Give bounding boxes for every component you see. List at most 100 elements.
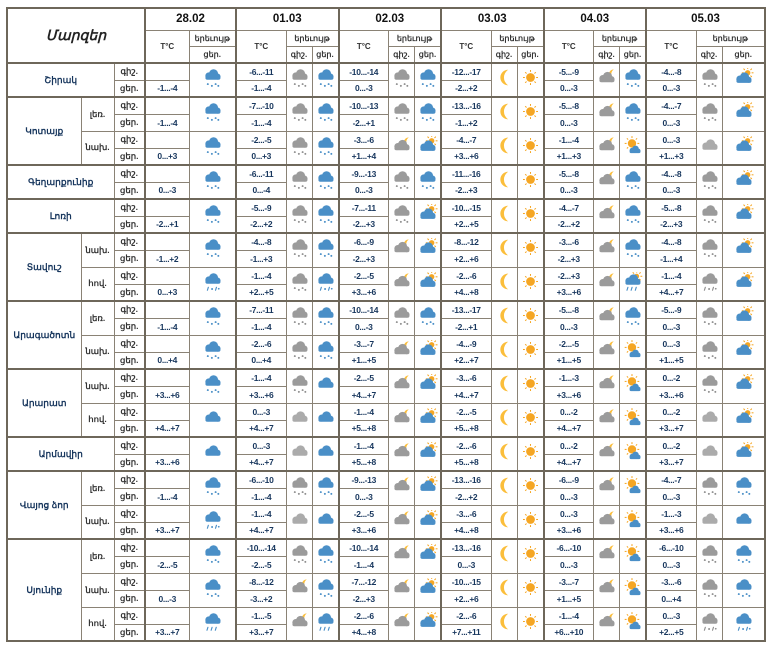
weather-day-cell <box>311 198 339 234</box>
cloud-moon-icon <box>390 340 414 359</box>
sleet-blue-icon <box>200 510 225 529</box>
cloud-sun-icon <box>415 543 440 563</box>
moon-icon <box>492 136 516 155</box>
weather-day-cell <box>188 164 237 200</box>
snow-blue-icon <box>731 578 756 597</box>
cloud-moon-icon <box>595 510 619 529</box>
cloud-sun-icon <box>415 202 440 223</box>
weather-night-cell <box>490 96 518 132</box>
zone-cell: նախ. <box>80 232 115 268</box>
forecast-row-day: ցեր. +3...+6 +4...+7 +5...+8 +5...+8 +4...+7 +… <box>7 453 765 472</box>
weather-night-cell <box>388 96 415 132</box>
weather-night-cell <box>285 538 313 574</box>
weather-day-cell <box>188 538 237 574</box>
temp-night-cell: -9...-13 <box>337 164 389 183</box>
weather-night-cell <box>285 470 313 506</box>
temp-day-cell: +3...+6 <box>645 521 697 540</box>
snow-blue-icon <box>313 102 338 122</box>
temp-night-cell: -4...-7 <box>645 96 697 115</box>
zone-cell: հով. <box>80 606 115 642</box>
weather-night-cell <box>285 606 313 642</box>
sun-icon <box>518 102 543 121</box>
temp-day-cell: 0...-3 <box>645 487 697 506</box>
snow-gray-icon <box>287 204 311 223</box>
weather-night-cell <box>695 538 723 574</box>
temp-night-cell: -4...-8 <box>645 232 697 251</box>
day-label-cell: ցեր. <box>113 181 146 200</box>
snow-gray-icon <box>287 374 311 394</box>
temp-day-cell: +3...+6 <box>235 385 287 404</box>
cloud-moon-icon <box>595 102 619 121</box>
weather-night-cell <box>695 266 723 302</box>
cloud-moon-icon <box>595 238 619 257</box>
weather-night-cell <box>388 232 415 268</box>
day-label-cell: ցեր. <box>113 283 146 302</box>
day-col-header: ցեր. <box>414 45 442 64</box>
temp-day-cell: +7...+11 <box>440 623 492 642</box>
temp-night-cell: 0...-3 <box>235 402 287 421</box>
zone-cell: լեռ. <box>80 96 115 132</box>
weather-day-cell <box>188 402 237 438</box>
weather-night-cell <box>695 96 723 132</box>
snow-gray-icon <box>390 68 414 87</box>
cloud-moon-icon <box>390 612 414 631</box>
temp-day-cell: 0...-3 <box>542 317 594 336</box>
temp-night-cell <box>144 62 190 81</box>
sun-icon <box>518 170 543 189</box>
snow-gray-icon <box>697 578 721 597</box>
snow-blue-icon <box>313 238 338 258</box>
sun-cloud-icon <box>620 407 645 427</box>
temp-day-cell: 0...-3 <box>542 487 594 506</box>
temp-day-cell: 0...-3 <box>645 555 697 574</box>
temp-night-cell: -5...-9 <box>235 198 287 217</box>
temp-day-cell: +3...+6 <box>337 521 389 540</box>
cloud-sun-icon <box>415 237 440 257</box>
weather-day-cell <box>311 538 339 574</box>
temp-day-cell: +4...+7 <box>337 385 389 404</box>
moon-icon <box>492 238 516 257</box>
weather-day-cell <box>619 232 647 268</box>
cloud-moon-icon <box>390 442 414 461</box>
forecast-row-night: հով. գիշ. -1...-4 -2...-5 -2...-6 -2...+3 -1..… <box>7 266 766 302</box>
temp-day-cell: 0...-3 <box>542 555 594 574</box>
weather-day-cell <box>619 368 647 404</box>
weather-day-cell <box>311 368 339 404</box>
temp-day-cell: +1...+5 <box>337 351 389 370</box>
day-col-header: ցեր. <box>188 45 237 64</box>
night-label-cell: գիշ. <box>113 572 146 591</box>
temp-night-cell: -7...-11 <box>235 300 287 319</box>
temp-day-cell: -1...-4 <box>235 317 287 336</box>
cloud-moon-icon <box>595 340 619 359</box>
weather-night-cell <box>490 470 518 506</box>
weather-night-cell <box>593 96 620 132</box>
date-header: 03.03 <box>440 7 544 31</box>
day-label-cell: ցեր. <box>113 419 146 438</box>
weather-day-cell <box>414 538 442 574</box>
night-label-cell: գիշ. <box>113 232 146 251</box>
day-label-cell: ցեր. <box>113 521 146 540</box>
forecast-row-night: Լոռի գիշ. -5...-9 -7...-11 -10...-15 -4...-7-… <box>6 198 766 234</box>
snow-blue-icon <box>313 578 338 597</box>
weather-night-cell <box>285 572 313 608</box>
cloud-moon-icon <box>595 136 619 155</box>
sun-cloud-icon <box>620 544 645 563</box>
forecast-row-night: նախ. գիշ. -2...-6 -3...-7 -4...-9 -2...-5 0...… <box>7 334 766 370</box>
temp-night-cell <box>144 504 190 523</box>
temp-night-cell: -8...-12 <box>440 232 492 251</box>
cloud-sun-icon <box>731 134 756 155</box>
day-label-cell: ցեր. <box>113 453 146 472</box>
day-col-header: ցեր. <box>311 45 339 64</box>
snow-blue-icon <box>313 68 338 87</box>
weather-night-cell <box>695 164 723 200</box>
weather-night-cell <box>593 300 620 336</box>
date-header: 05.03 <box>645 7 766 31</box>
temp-night-cell: -5...-8 <box>645 198 697 217</box>
weather-night-cell <box>490 62 518 98</box>
weather-night-cell <box>490 164 518 200</box>
cloud-blue-icon <box>200 408 225 427</box>
weather-day-cell <box>311 130 339 166</box>
weather-day-cell <box>311 436 339 472</box>
temp-day-cell: -2...+2 <box>235 215 287 234</box>
temp-day-cell: +2...+5 <box>235 283 287 302</box>
sleet-blue-icon <box>313 272 338 291</box>
